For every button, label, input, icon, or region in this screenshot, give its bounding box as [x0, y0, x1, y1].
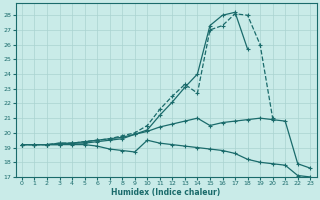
- X-axis label: Humidex (Indice chaleur): Humidex (Indice chaleur): [111, 188, 221, 197]
